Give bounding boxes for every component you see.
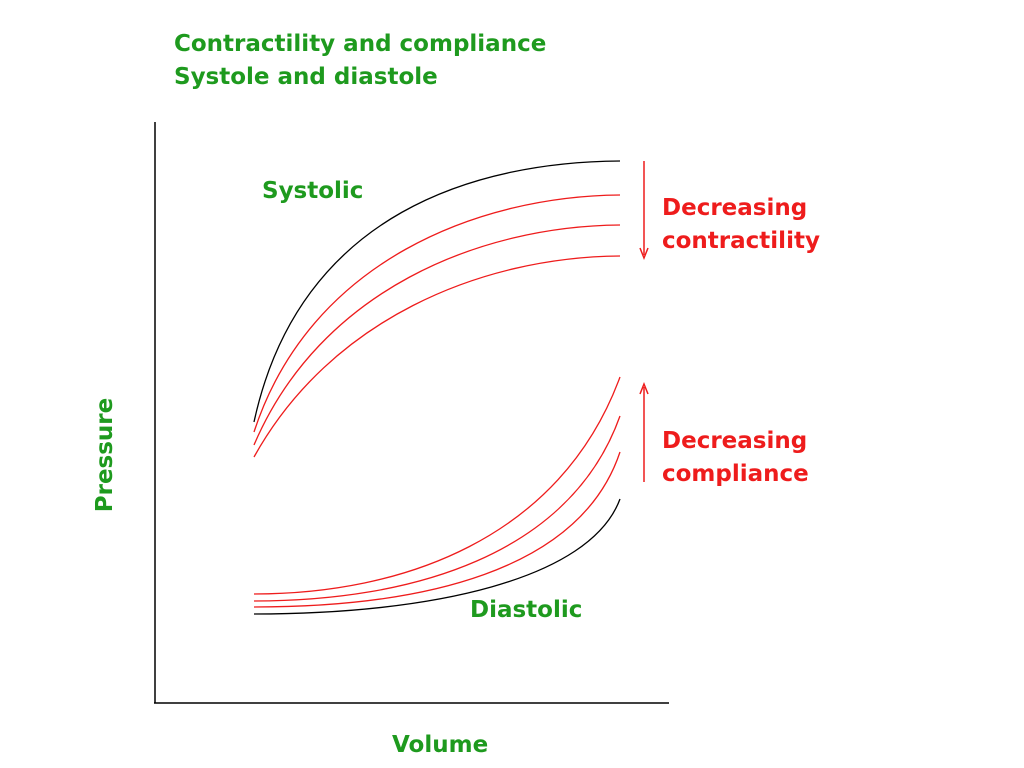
compliance-label-line-2: compliance — [662, 461, 809, 487]
contractility-label-line-2: contractility — [662, 228, 820, 254]
title-line-1: Contractility and compliance — [174, 31, 547, 57]
contractility-label: Decreasing contractility — [662, 192, 820, 258]
title-line-2: Systole and diastole — [174, 64, 438, 90]
diastolic-curve-baseline — [253, 498, 621, 615]
compliance-label: Decreasing compliance — [662, 425, 809, 491]
diastolic-curve-reduced-1 — [253, 451, 621, 608]
systolic-curve-reduced-3 — [253, 255, 621, 458]
contractility-label-line-1: Decreasing — [662, 195, 808, 221]
diastolic-label: Diastolic — [470, 597, 583, 623]
diastolic-curve-reduced-2 — [253, 415, 621, 602]
systolic-curve-baseline — [253, 160, 621, 423]
x-axis-label: Volume — [392, 732, 489, 758]
systolic-label: Systolic — [262, 178, 364, 204]
diagram-title: Contractility and compliance Systole and… — [174, 28, 546, 94]
compliance-label-line-1: Decreasing — [662, 428, 808, 454]
contractility-arrow-icon — [639, 161, 649, 261]
compliance-arrow-icon — [639, 381, 649, 482]
diastolic-curve-reduced-3 — [253, 376, 621, 595]
y-axis-label: Pressure — [92, 397, 118, 513]
systolic-curve-reduced-1 — [253, 194, 621, 433]
systolic-curve-reduced-2 — [253, 224, 621, 446]
